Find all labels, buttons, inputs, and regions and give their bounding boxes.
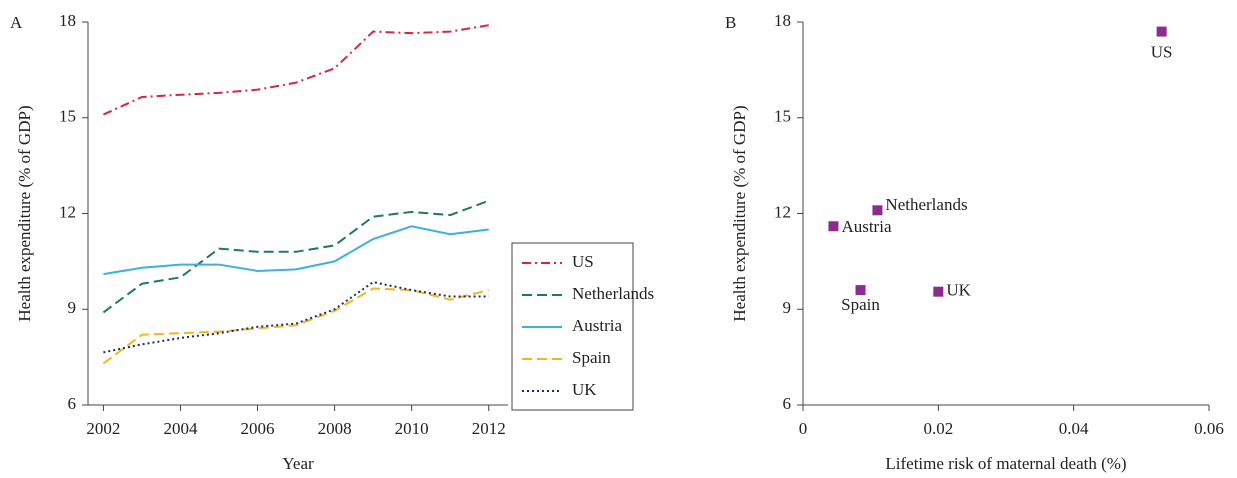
point-label: Netherlands <box>885 195 967 214</box>
y-tick-label: 18 <box>59 11 76 30</box>
x-tick-label: 2004 <box>163 419 198 438</box>
x-tick-label: 2012 <box>472 419 506 438</box>
series-line <box>102 199 490 314</box>
legend-box <box>511 242 634 411</box>
y-axis-label: Health expenditure (% of GDP) <box>730 105 749 321</box>
x-axis-label: Lifetime risk of maternal death (%) <box>885 454 1126 473</box>
legend-label: UK <box>572 380 597 399</box>
scatter-point <box>872 205 883 216</box>
point-label: UK <box>946 281 971 300</box>
panel-label: B <box>725 13 736 32</box>
series-line <box>102 24 489 116</box>
legend-label: Spain <box>572 348 611 367</box>
x-tick-label: 0.02 <box>923 419 953 438</box>
y-tick-label: 12 <box>59 202 76 221</box>
y-tick-label: 6 <box>783 394 792 413</box>
x-tick-label: 0.06 <box>1194 419 1224 438</box>
legend-label: US <box>572 252 594 271</box>
x-tick-label: 2006 <box>241 419 275 438</box>
y-tick-label: 9 <box>783 298 792 317</box>
scatter-point <box>828 221 839 232</box>
y-axis-label: Health expenditure (% of GDP) <box>15 105 34 321</box>
y-tick-label: 12 <box>774 202 791 221</box>
legend-label: Austria <box>572 316 623 335</box>
scatter-point <box>1156 26 1167 37</box>
y-tick-label: 15 <box>59 107 76 126</box>
point-label: US <box>1151 42 1173 61</box>
series-line <box>102 287 489 365</box>
panel-label: A <box>10 13 23 32</box>
series-line <box>103 281 489 354</box>
scatter-point <box>855 285 866 296</box>
series-line <box>103 225 489 276</box>
x-axis-label: Year <box>282 454 314 473</box>
y-tick-label: 18 <box>774 11 791 30</box>
x-tick-label: 0.04 <box>1059 419 1089 438</box>
chart-panel: A 6 9 12 15 18 2002 2004 2006 2008 2010 2012 Year Hea… <box>10 11 654 473</box>
y-tick-label: 6 <box>68 394 77 413</box>
x-tick-label: 2010 <box>395 419 429 438</box>
y-tick-label: 9 <box>68 298 77 317</box>
y-tick-label: 15 <box>774 107 791 126</box>
point-label: Austria <box>841 217 892 236</box>
x-tick-label: 2008 <box>318 419 352 438</box>
x-tick-label: 0 <box>799 419 808 438</box>
point-label: Spain <box>841 295 880 314</box>
legend-label: Netherlands <box>572 284 654 303</box>
chart-panel: B 6 9 12 15 18 0 0.02 0.04 0.06 Lifetime risk of m… <box>725 11 1224 473</box>
x-tick-label: 2002 <box>86 419 120 438</box>
scatter-point <box>933 286 944 297</box>
